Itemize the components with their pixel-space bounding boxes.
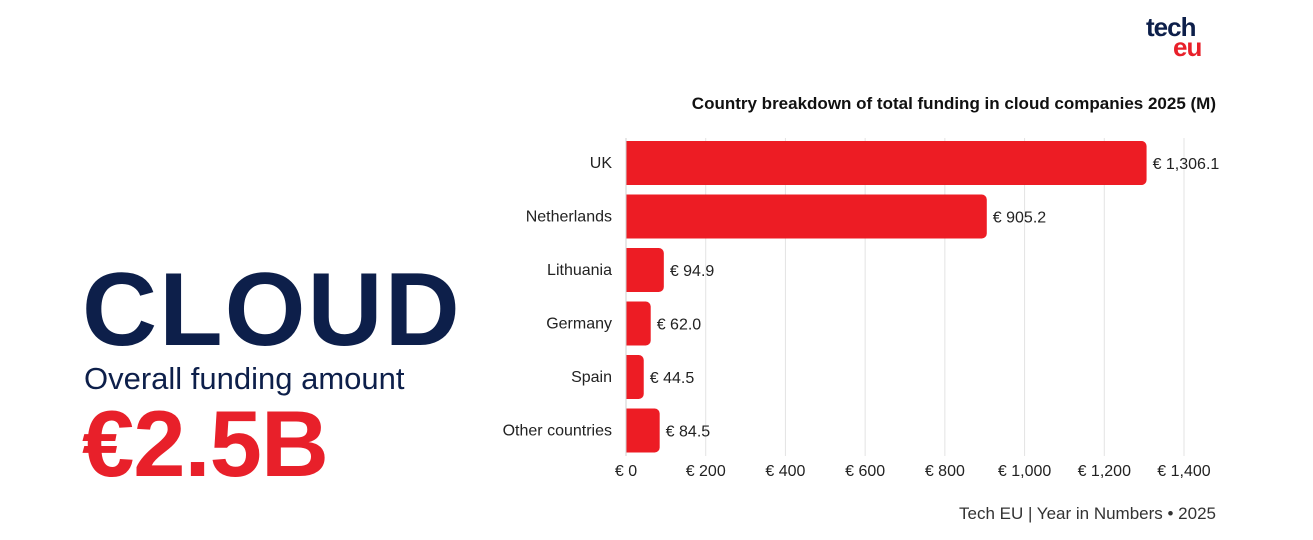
x-tick-label: € 1,200 [1078, 463, 1131, 480]
hero-subtitle: Overall funding amount [84, 361, 405, 396]
x-tick-label: € 1,400 [1157, 463, 1210, 480]
bar-base [626, 408, 632, 453]
bar-base [626, 301, 632, 346]
tech-eu-logo: tech eu [1146, 14, 1216, 62]
x-tick-label: € 800 [925, 463, 965, 480]
x-tick-label: € 0 [615, 463, 637, 480]
category-label: Other countries [503, 423, 612, 440]
footer-credit: Tech EU | Year in Numbers • 2025 [958, 504, 1216, 523]
data-label: € 94.9 [670, 263, 715, 280]
bar [626, 408, 660, 453]
x-tick-label: € 400 [765, 463, 805, 480]
chart-title: Country breakdown of total funding in cl… [691, 94, 1216, 113]
category-label: Netherlands [526, 209, 612, 226]
data-label: € 62.0 [657, 317, 702, 334]
data-label: € 1,306.1 [1153, 156, 1220, 173]
bar-base [626, 141, 632, 185]
category-label: Spain [571, 369, 612, 386]
data-label: € 905.2 [993, 210, 1046, 227]
x-tick-label: € 1,000 [998, 463, 1051, 480]
x-tick-label: € 600 [845, 463, 885, 480]
bar-base [626, 355, 632, 399]
bar [626, 248, 664, 292]
logo-eu-text: eu [1173, 32, 1202, 62]
data-label: € 84.5 [666, 424, 711, 441]
bar-base [626, 194, 632, 239]
logo-tech-text: tech [1146, 12, 1196, 42]
bar-base [626, 248, 632, 292]
data-label: € 44.5 [650, 370, 695, 387]
category-label: Lithuania [547, 262, 612, 279]
hero-amount: €2.5B [82, 391, 329, 496]
category-label: UK [590, 155, 613, 172]
hero-title: CLOUD [82, 252, 462, 368]
x-tick-label: € 200 [686, 463, 726, 480]
bar [626, 141, 1147, 185]
category-label: Germany [546, 316, 612, 333]
bar [626, 301, 651, 346]
bar [626, 194, 987, 239]
